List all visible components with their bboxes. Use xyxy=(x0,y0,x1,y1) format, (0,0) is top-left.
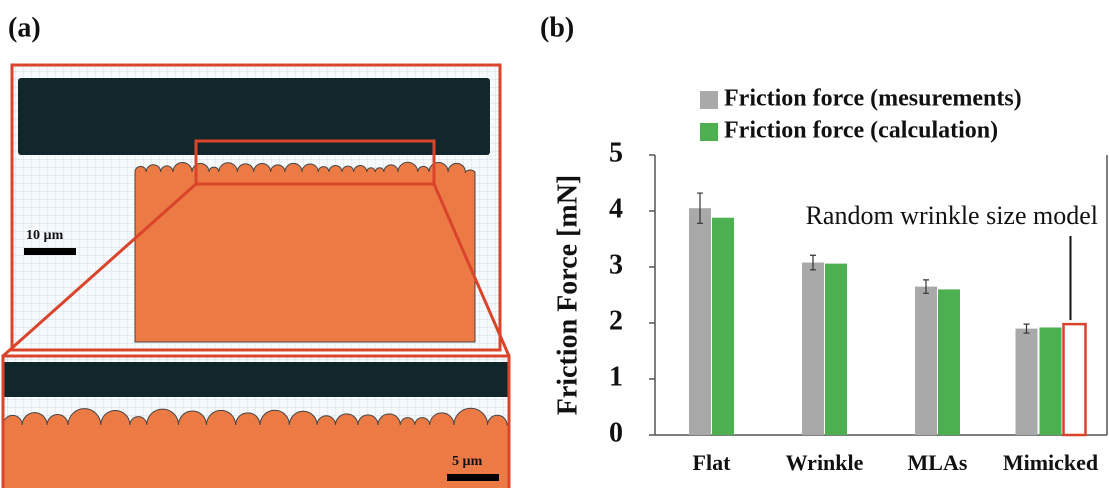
y-tick-label: 4 xyxy=(609,193,623,224)
legend-swatch xyxy=(700,91,718,109)
figure: (a) 10 µm 5 µm (b) Friction Force [mN] 0… xyxy=(0,0,1109,488)
y-tick-label: 0 xyxy=(609,417,623,448)
scale-bar xyxy=(447,474,499,481)
legend-label: Friction force (mesurements) xyxy=(724,86,1022,112)
y-tick-label: 2 xyxy=(609,305,623,336)
legend-swatch xyxy=(700,123,718,141)
simulation-zoom xyxy=(3,356,509,488)
bar xyxy=(802,263,824,435)
x-tick-label: Mimicked xyxy=(1003,450,1098,475)
panel-label: (a) xyxy=(8,12,41,43)
bar xyxy=(689,208,711,435)
model-bar xyxy=(1064,324,1086,435)
scale-label: 10 µm xyxy=(26,228,64,243)
y-tick-label: 3 xyxy=(609,249,623,280)
bar xyxy=(1040,327,1062,435)
y-tick-label: 5 xyxy=(609,137,623,168)
annotation: Random wrinkle size model xyxy=(806,201,1098,230)
simulation-overview xyxy=(13,66,499,349)
y-axis-label: Friction Force [mN] xyxy=(552,175,583,416)
bar xyxy=(825,264,847,435)
legend-label: Friction force (calculation) xyxy=(724,118,998,144)
scale-label: 5 µm xyxy=(452,454,483,469)
y-tick-label: 1 xyxy=(609,361,623,392)
x-tick-label: MLAs xyxy=(908,450,968,475)
bar xyxy=(938,289,960,435)
chart: 0 1 2 3 4 5 Friction force (mesurements) Fricti… xyxy=(609,86,1107,476)
panel-label: (b) xyxy=(540,12,574,43)
bar xyxy=(1016,329,1038,435)
bar xyxy=(712,218,734,435)
x-tick-label: Wrinkle xyxy=(786,450,864,475)
bar xyxy=(915,287,937,435)
x-tick-label: Flat xyxy=(693,450,732,475)
scale-bar xyxy=(24,248,76,255)
